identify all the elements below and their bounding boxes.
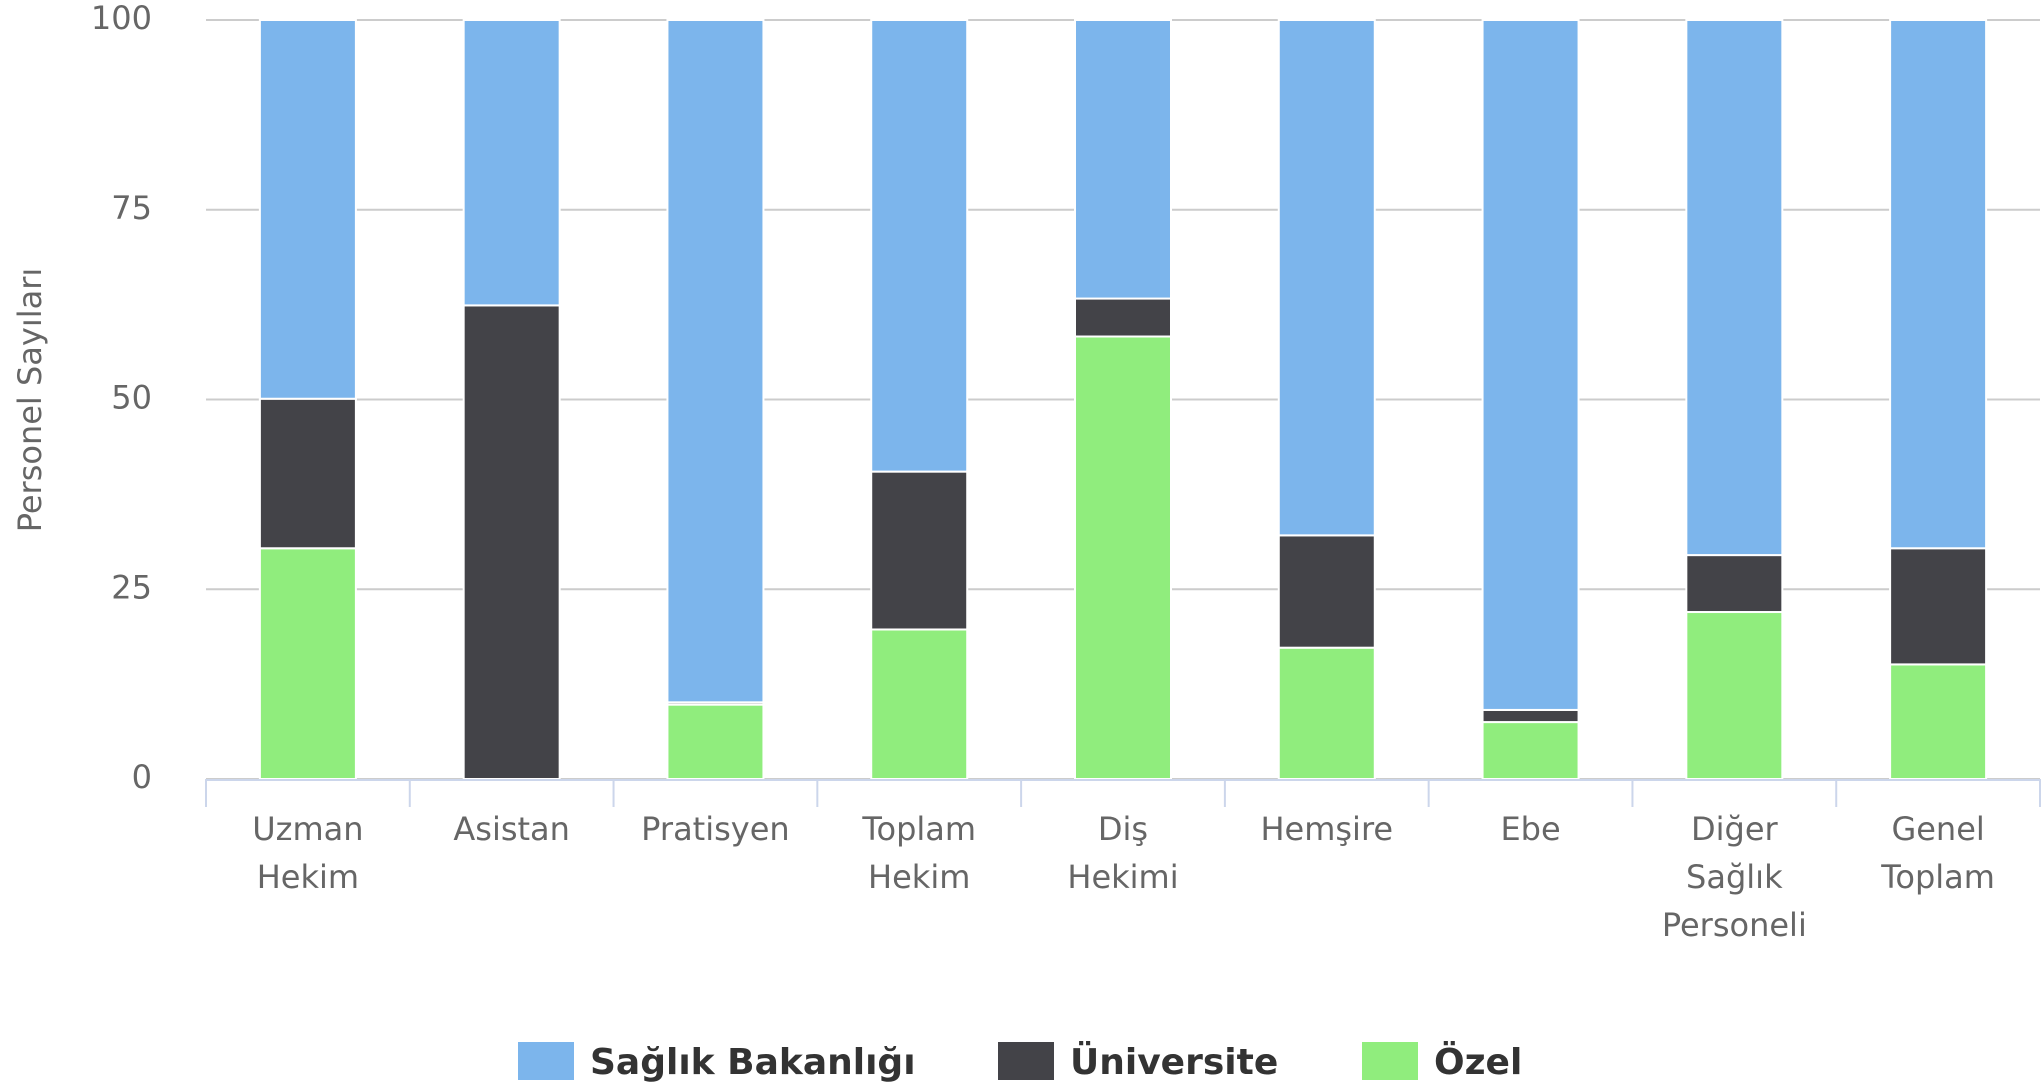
bar-segment [1889,663,1988,780]
legend-swatch [1362,1042,1418,1080]
x-tick-label: Hemşire [1260,810,1393,848]
bar-segment [1277,646,1376,780]
bar-segment [870,19,969,473]
bar-segment [1277,534,1376,649]
bar-segment [462,304,561,780]
y-tick-label: 0 [132,758,152,796]
bar-segment [462,19,561,307]
y-axis-title: Personel Sayıları [11,268,49,533]
bar-segment [1889,19,1988,550]
x-tick-label: Toplam Hekim [861,810,976,896]
x-tick-label: Genel Toplam [1880,810,1995,896]
bar-segment [666,19,765,704]
legend-swatch [998,1042,1054,1080]
x-tick-label: Uzman Hekim [252,810,363,896]
y-tick-label: 25 [111,568,152,606]
legend-swatch [518,1042,574,1080]
bar-segment [258,19,357,400]
y-tick-label: 50 [111,379,152,417]
bar-segment [1685,554,1784,614]
x-tick-label: Diğer Sağlık Personeli [1662,810,1807,944]
y-tick-label: 75 [111,189,152,227]
legend-text: Sağlık Bakanlığı [590,1042,916,1083]
bar-segment [1685,19,1784,557]
bar-segment [870,628,969,780]
bar-segment [1481,721,1580,781]
legend-text: Özel [1434,1041,1522,1083]
legend-text: Üniversite [1070,1041,1278,1083]
x-tick-label: Asistan [453,810,570,848]
bar-segment [1074,297,1172,338]
x-tick-label: Diş Hekimi [1067,810,1178,896]
bar-segment [1074,335,1172,780]
x-tick-label: Ebe [1500,810,1560,848]
bar-segment [258,547,357,780]
bar-segment [1685,611,1784,781]
bar-segment [1277,19,1376,537]
bar-segment [870,470,969,631]
bar-segment [1889,547,1988,666]
x-tick-label: Pratisyen [641,810,790,848]
bar-segment [258,397,357,550]
bar-segment [1074,19,1172,300]
bar-segment [1481,708,1580,724]
bar-segment [1481,19,1580,711]
y-tick-label: 100 [91,0,152,37]
bar-segment [666,703,765,780]
